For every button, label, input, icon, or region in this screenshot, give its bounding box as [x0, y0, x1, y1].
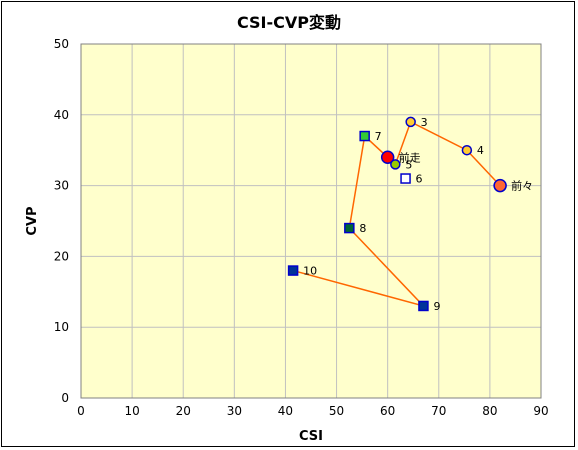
y-tick-label: 20 — [54, 249, 69, 263]
point-0-label: 前々 — [511, 179, 533, 193]
x-axis-label: CSI — [299, 429, 323, 444]
point-6-label: 7 — [375, 130, 382, 143]
point-8-marker — [418, 300, 429, 312]
point-3-label: 4 — [477, 144, 484, 157]
point-6-marker — [359, 130, 370, 142]
x-tick-label: 10 — [124, 404, 139, 418]
tick-labels: 0 10 20 30 40 50 60 70 80 90 0 10 20 30 40 50 — [54, 37, 549, 418]
y-tick-label: 40 — [54, 108, 69, 122]
y-tick-label: 10 — [54, 320, 69, 334]
point-labels: 前々 前走 3 4 56 7 8 9 10 — [303, 116, 533, 313]
point-5-marker — [400, 173, 411, 184]
chart-title: CSI-CVP変動 — [237, 13, 341, 32]
point-9-marker — [287, 265, 299, 276]
x-tick-label: 60 — [380, 404, 395, 418]
point-7-label: 8 — [359, 222, 366, 235]
plot-area — [81, 44, 541, 398]
point-9-label: 10 — [303, 265, 317, 278]
point-1-marker — [380, 150, 395, 165]
x-tick-label: 90 — [533, 404, 548, 418]
point-8-label: 9 — [433, 300, 440, 313]
series-markers — [287, 116, 507, 312]
point-4-label: 5 — [405, 158, 412, 171]
point-2-marker — [405, 116, 416, 128]
y-tick-label: 30 — [54, 179, 69, 193]
y-tick-label: 50 — [54, 37, 69, 51]
point-7-marker — [344, 222, 355, 234]
x-tick-label: 20 — [176, 404, 191, 418]
point-4-marker — [390, 159, 401, 170]
point-3-marker — [461, 144, 473, 156]
x-tick-label: 40 — [278, 404, 293, 418]
x-tick-label: 80 — [482, 404, 497, 418]
plot-border — [80, 43, 542, 399]
point-1-label: 前走 — [399, 150, 421, 164]
y-axis-label: CVP — [25, 206, 40, 235]
point-2-label: 3 — [421, 116, 428, 129]
x-tick-label: 0 — [77, 404, 85, 418]
x-tick-label: 30 — [227, 404, 242, 418]
y-tick-label: 0 — [61, 391, 69, 405]
x-tick-label: 70 — [431, 404, 446, 418]
point-5-label: 6 — [416, 173, 423, 186]
x-tick-label: 50 — [329, 404, 344, 418]
point-0-marker — [493, 178, 507, 193]
